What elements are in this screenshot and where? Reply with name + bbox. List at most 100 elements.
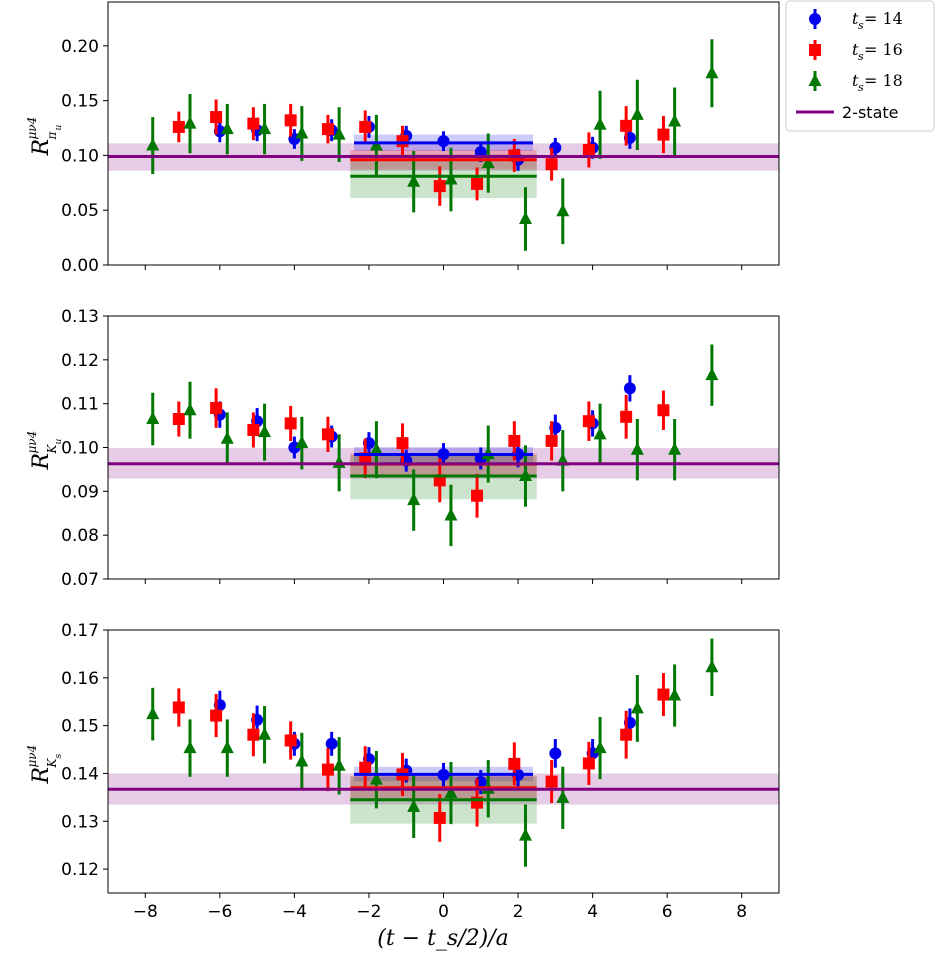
- y-tick-label: 0.11: [61, 395, 99, 415]
- plot-area: [108, 344, 779, 547]
- legend-label-prefix: t: [852, 71, 859, 90]
- data-point-ts14: [325, 737, 338, 750]
- data-point-ts16: [471, 177, 484, 190]
- data-point-ts16: [433, 811, 446, 824]
- legend-item-two_state: 2-state: [796, 103, 898, 122]
- legend-marker-circle: [809, 13, 821, 25]
- x-tick-label: 0: [438, 902, 449, 922]
- x-tick-label: 4: [587, 902, 598, 922]
- data-point-ts14: [549, 747, 562, 760]
- y-label-subscript: K: [45, 444, 59, 455]
- y-tick-label: 0.08: [61, 526, 99, 546]
- data-point-ts18: [183, 116, 197, 129]
- data-point-ts18: [556, 790, 570, 803]
- data-point-ts16: [657, 688, 670, 701]
- data-point-ts16: [545, 158, 558, 171]
- y-label-superscript: μν4: [25, 431, 39, 454]
- y-tick-label: 0.13: [61, 812, 99, 832]
- y-tick-label: 0.10: [61, 146, 99, 166]
- plot-area: [108, 39, 779, 251]
- data-point-ts16: [508, 757, 521, 770]
- data-point-ts16: [247, 117, 260, 130]
- data-point-ts16: [545, 775, 558, 788]
- data-point-ts18: [444, 507, 458, 521]
- y-tick-label: 0.09: [61, 482, 99, 502]
- data-point-ts18: [369, 442, 383, 455]
- y-label-subsubscript: u: [54, 439, 64, 445]
- legend-marker-square: [809, 44, 821, 56]
- data-point-ts18: [705, 659, 719, 673]
- y-tick-label: 0.05: [61, 201, 99, 221]
- data-point-ts18: [146, 138, 160, 151]
- x-tick-label: −2: [356, 902, 381, 922]
- data-point-ts18: [295, 754, 309, 767]
- y-label-main: R: [29, 139, 54, 157]
- data-point-ts16: [284, 734, 297, 747]
- y-label-subscript: K: [45, 758, 59, 769]
- legend-label-value: = 16: [864, 40, 903, 59]
- data-point-ts18: [705, 65, 719, 79]
- legend-label-subscript: s: [858, 50, 864, 63]
- data-point-ts16: [172, 413, 185, 426]
- legend-label-value: = 18: [864, 71, 903, 90]
- data-point-ts16: [620, 119, 633, 132]
- data-point-ts14: [623, 382, 636, 395]
- data-point-ts18: [593, 740, 607, 754]
- data-point-ts16: [582, 757, 595, 770]
- data-point-ts18: [220, 740, 234, 754]
- y-tick-label: 0.13: [61, 307, 99, 327]
- data-point-ts18: [146, 411, 160, 425]
- data-point-ts18: [407, 492, 421, 506]
- y-label-subsubscript: u: [54, 125, 64, 131]
- data-point-ts16: [321, 428, 334, 441]
- data-point-ts18: [630, 700, 644, 714]
- data-point-ts16: [247, 728, 260, 741]
- data-point-ts18: [630, 107, 644, 120]
- y-label-superscript: μν4: [25, 117, 39, 140]
- legend-marker-triangle: [808, 73, 822, 86]
- data-point-ts16: [582, 415, 595, 428]
- data-point-ts18: [332, 127, 346, 140]
- legend-label: 2-state: [842, 103, 898, 122]
- data-point-ts16: [172, 120, 185, 133]
- data-point-ts16: [433, 180, 446, 193]
- data-point-ts18: [668, 688, 682, 701]
- data-point-ts16: [321, 123, 334, 136]
- y-label-main: R: [29, 453, 54, 471]
- y-tick-label: 0.17: [61, 621, 99, 641]
- data-point-ts18: [630, 442, 644, 455]
- data-point-ts18: [258, 727, 272, 740]
- data-point-ts18: [705, 367, 719, 381]
- data-point-ts16: [284, 417, 297, 430]
- y-tick-label: 0.12: [61, 860, 99, 880]
- y-tick-label: 0.10: [61, 439, 99, 459]
- data-point-ts18: [369, 772, 383, 785]
- data-point-ts18: [258, 121, 272, 135]
- y-label-superscript: μν4: [25, 745, 39, 768]
- data-point-ts16: [396, 437, 409, 450]
- data-point-ts16: [508, 434, 521, 447]
- data-point-ts16: [582, 143, 595, 156]
- y-tick-label: 0.15: [61, 717, 99, 737]
- data-point-ts18: [668, 113, 682, 127]
- y-tick-label: 0.15: [61, 92, 99, 112]
- y-label-subsubscript: s: [54, 754, 64, 759]
- legend-label-prefix: t: [852, 9, 859, 28]
- data-point-ts18: [183, 740, 197, 754]
- data-point-ts16: [620, 728, 633, 741]
- x-tick-label: −6: [207, 902, 232, 922]
- axes-frame: [107, 629, 780, 894]
- data-point-ts16: [210, 402, 223, 415]
- y-tick-label: 0.14: [61, 764, 99, 784]
- y-tick-label: 0.12: [61, 351, 99, 371]
- data-point-ts16: [471, 489, 484, 502]
- y-tick-label: 0.20: [61, 37, 99, 57]
- plot-area: [108, 638, 779, 867]
- data-point-ts16: [210, 111, 223, 124]
